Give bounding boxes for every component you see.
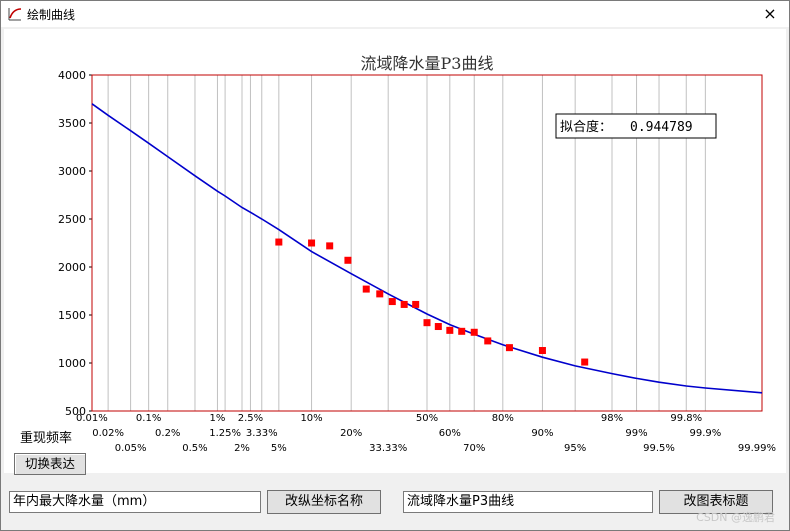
data-point [344, 256, 352, 264]
x-tick-label: 0.1% [136, 413, 161, 424]
x-tick-label: 99.8% [670, 413, 702, 424]
data-point [581, 358, 589, 366]
x-tick-label: 1.25% [209, 428, 241, 439]
data-point [388, 298, 396, 306]
y-tick-label: 3500 [58, 117, 86, 130]
x-tick-label: 20% [340, 428, 362, 439]
close-button[interactable]: × [757, 3, 783, 25]
data-point [484, 337, 492, 345]
x-tick-label: 70% [463, 443, 485, 454]
y-tick-label: 2000 [58, 261, 86, 274]
y-tick-label: 2500 [58, 213, 86, 226]
p3-curve-chart: 流域降水量P3曲线 4000 3500 3000 2500 2000 1500 1000 500… [58, 54, 776, 454]
x-tick-label: 10% [300, 413, 322, 424]
x-tick-label: 2.5% [238, 413, 263, 424]
data-point [326, 242, 334, 250]
data-point [538, 347, 546, 355]
chart-title: 流域降水量P3曲线 [361, 54, 494, 73]
rename-title-button[interactable]: 改图表标题 [659, 490, 773, 514]
data-point [446, 326, 454, 334]
x-tick-label: 60% [439, 428, 461, 439]
x-tick-label: 2% [234, 443, 250, 454]
x-tick-label: 99% [625, 428, 647, 439]
window-title: 绘制曲线 [27, 8, 76, 22]
x-tick-label: 0.5% [182, 443, 207, 454]
data-point [362, 285, 370, 293]
recurrence-frequency-label: 重现频率 [20, 431, 73, 446]
data-point [412, 300, 420, 308]
x-tick-label: 3.33% [246, 428, 278, 439]
x-tick-label: 0.01% [76, 413, 108, 424]
x-tick-label: 99.9% [689, 428, 721, 439]
chart-canvas: 流域降水量P3曲线 4000 3500 3000 2500 2000 1500 1000 500… [4, 29, 786, 475]
x-tick-label: 5% [271, 443, 287, 454]
p3-fit-curve [91, 103, 763, 394]
data-point [434, 323, 442, 331]
data-point [400, 300, 408, 308]
x-tick-label: 1% [210, 413, 226, 424]
fit-box [555, 113, 717, 139]
data-point [470, 328, 478, 336]
x-tick-label: 0.02% [92, 428, 124, 439]
toggle-expression-button[interactable]: 切换表达 [14, 453, 86, 475]
x-tick-label: 90% [531, 428, 553, 439]
chart-title-input[interactable] [403, 491, 653, 513]
x-tick-label: 95% [564, 443, 586, 454]
x-tick-label: 99.5% [643, 443, 675, 454]
x-tick-label: 50% [416, 413, 438, 424]
data-point [376, 290, 384, 298]
y-tick-label: 500 [65, 405, 86, 418]
y-tick-label: 4000 [58, 69, 86, 82]
title-bar[interactable]: 绘制曲线 × [1, 1, 789, 27]
x-tick-label: 0.2% [155, 428, 180, 439]
plot-frame [91, 74, 763, 412]
y-tick-label: 1000 [58, 357, 86, 370]
data-point [275, 238, 283, 246]
x-tick-label: 80% [492, 413, 514, 424]
y-tick-label: 3000 [58, 165, 86, 178]
fit-value: 0.944789 [630, 120, 693, 135]
data-point [458, 327, 466, 335]
data-point [308, 239, 316, 247]
fit-label: 拟合度： [560, 119, 612, 135]
data-point [505, 344, 513, 352]
x-tick-label: 98% [601, 413, 623, 424]
x-tick-label: 33.33% [369, 443, 407, 454]
data-point [423, 319, 431, 327]
y-axis-name-input[interactable] [9, 491, 261, 513]
y-tick-label: 1500 [58, 309, 86, 322]
close-icon: × [763, 4, 777, 23]
watermark: CSDN @逸鹏君 [696, 511, 775, 524]
rename-y-axis-button[interactable]: 改纵坐标名称 [267, 490, 381, 514]
x-tick-label: 99.99% [738, 443, 776, 454]
curve-app-icon [8, 8, 22, 21]
x-tick-label: 0.05% [115, 443, 147, 454]
